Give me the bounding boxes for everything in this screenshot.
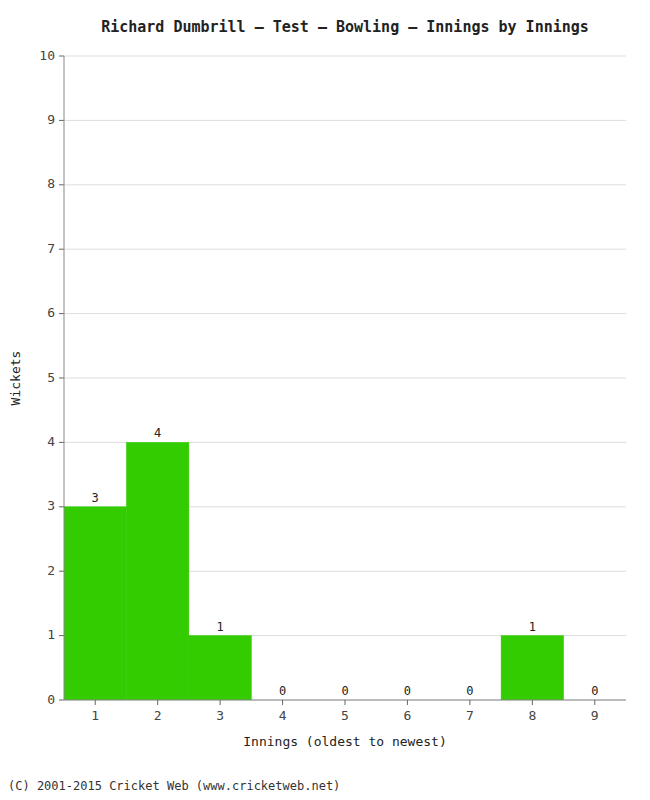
footer: (C) 2001-2015 Cricket Web (www.cricketwe… [8, 779, 340, 793]
bar [501, 636, 563, 700]
x-tick-label: 9 [591, 708, 599, 723]
x-tick-label: 1 [91, 708, 99, 723]
x-tick [469, 700, 470, 705]
y-axis: 0 1 2 3 4 5 6 7 8 9 10 [39, 48, 64, 707]
y-tick-label: 10 [39, 48, 55, 63]
x-tick-label: 2 [154, 708, 162, 723]
data-label: 0 [279, 684, 286, 698]
grid-line [64, 378, 626, 379]
chart-container: 012345678910341000010123456789Richard Du… [0, 0, 650, 800]
x-tick [407, 700, 408, 705]
grid-line [64, 120, 626, 121]
y-tick-label: 0 [47, 692, 55, 707]
background [0, 0, 650, 800]
grid-line [64, 313, 626, 314]
y-tick [59, 378, 64, 379]
data-label: 3 [92, 491, 99, 505]
x-tick-label: 4 [279, 708, 287, 723]
grid-line [64, 249, 626, 250]
y-tick [59, 184, 64, 185]
x-tick [345, 700, 346, 705]
grid-line [64, 56, 626, 57]
data-label: 0 [591, 684, 598, 698]
y-axis-label: Wickets [8, 351, 23, 406]
x-tick [282, 700, 283, 705]
data-labels: 3 4 1 0 0 0 0 1 0 [92, 426, 599, 698]
y-tick-label: 2 [47, 563, 55, 578]
x-axis: 1 2 3 4 5 6 7 8 9 [91, 700, 598, 723]
x-tick [157, 700, 158, 705]
y-tick [59, 313, 64, 314]
y-tick-label: 7 [47, 241, 55, 256]
title: Richard Dumbrill – Test – Bowling – Inni… [101, 18, 589, 36]
y-tick [59, 571, 64, 572]
data-label: 1 [216, 620, 223, 634]
data-label: 0 [466, 684, 473, 698]
y-tick [59, 56, 64, 57]
y-tick [59, 120, 64, 121]
x-axis-label: Innings (oldest to newest) [243, 734, 447, 749]
y-tick-label: 4 [47, 434, 55, 449]
x-tick [95, 700, 96, 705]
x-tick-label: 7 [466, 708, 474, 723]
y-tick [59, 506, 64, 507]
y-tick [59, 635, 64, 636]
y-tick-label: 3 [47, 498, 55, 513]
x-tick-label: 5 [341, 708, 349, 723]
x-tick [220, 700, 221, 705]
x-tick [532, 700, 533, 705]
x-tick-label: 3 [216, 708, 224, 723]
data-label: 4 [154, 426, 161, 440]
y-tick [59, 700, 64, 701]
data-label: 1 [529, 620, 536, 634]
chart: 012345678910341000010123456789Richard Du… [0, 0, 650, 800]
bars [64, 442, 564, 700]
y-axis-line [64, 56, 65, 700]
x-tick-label: 6 [404, 708, 412, 723]
y-tick-label: 6 [47, 305, 55, 320]
grid-line [64, 184, 626, 185]
x-tick-label: 8 [528, 708, 536, 723]
bar [126, 442, 188, 700]
y-tick [59, 249, 64, 250]
y-tick-label: 5 [47, 370, 55, 385]
data-label: 0 [404, 684, 411, 698]
bar [64, 507, 126, 700]
bar [189, 636, 251, 700]
y-tick-label: 8 [47, 176, 55, 191]
y-tick [59, 442, 64, 443]
x-tick [594, 700, 595, 705]
y-tick-label: 1 [47, 627, 55, 642]
data-label: 0 [341, 684, 348, 698]
y-tick-label: 9 [47, 112, 55, 127]
y-grid [64, 56, 626, 700]
